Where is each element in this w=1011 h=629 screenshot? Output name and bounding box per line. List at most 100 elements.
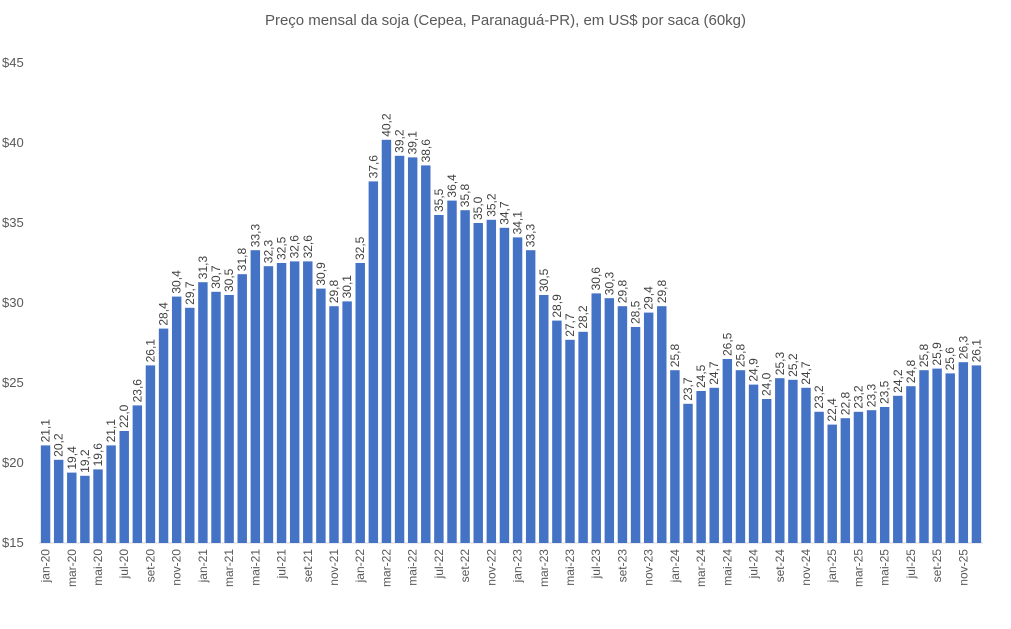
x-tick-label: jul-22 [432,549,446,580]
x-tick-label: mai-25 [878,549,892,586]
y-tick-label: $30 [2,295,24,310]
x-tick-label: nov-22 [484,549,498,586]
data-label: 37,6 [366,155,380,179]
data-label: 31,8 [235,248,249,272]
y-tick-label: $40 [2,135,24,150]
x-tick-label: nov-21 [327,549,341,586]
bar [958,362,969,543]
bar [801,387,811,543]
bar [683,403,693,543]
y-tick-label: $45 [2,55,24,70]
x-tick-label: nov-25 [956,549,970,586]
bar [552,320,562,543]
x-tick-label: jul-21 [275,549,289,580]
bar [709,387,719,543]
x-tick-label: jul-20 [117,549,131,580]
y-tick-label: $20 [2,455,24,470]
data-label: 32,3 [261,240,275,264]
bar [617,306,628,543]
data-label: 30,5 [222,268,236,292]
data-label: 22,4 [825,398,839,422]
bar [775,378,785,543]
data-label: 30,1 [340,275,354,299]
bar [434,215,444,543]
bar [486,219,497,544]
data-label: 24,7 [799,361,813,385]
bar [53,459,64,543]
data-label: 39,2 [393,129,407,153]
bar [185,307,195,543]
bar [945,373,955,543]
data-label: 40,2 [379,113,393,137]
bar [316,288,326,543]
data-label: 39,1 [406,131,420,155]
x-tick-label: set-22 [458,549,472,583]
data-label: 28,4 [157,302,171,326]
bar [158,328,169,543]
bar [512,237,523,543]
data-label: 26,3 [956,336,970,360]
x-tick-label: set-25 [930,549,944,583]
x-tick-label: mar-22 [379,549,393,587]
bar [421,165,431,543]
bar [604,298,615,543]
bar [866,410,877,543]
data-label: 23,6 [130,379,144,403]
bar [263,266,274,543]
x-tick-label: mai-23 [563,549,577,586]
bar [276,263,287,543]
data-label: 19,2 [78,449,92,473]
data-label: 30,3 [602,272,616,296]
bar [643,312,654,543]
x-tick-label: mai-20 [91,549,105,586]
data-label: 32,5 [353,236,367,260]
bar [40,445,51,543]
x-tick-label: nov-20 [170,549,184,586]
bar [919,370,929,543]
data-label: 25,2 [786,353,800,377]
bar [657,306,667,543]
x-tick-label: jan-22 [353,549,367,584]
data-label: 28,5 [629,300,643,324]
bar [932,368,942,543]
bar [198,282,208,543]
x-tick-label: mai-24 [720,549,734,586]
data-label: 23,7 [681,377,695,401]
x-tick-label: jan-21 [196,549,210,584]
data-label: 26,5 [720,332,734,356]
bar [748,384,759,543]
bar [630,327,641,543]
data-label: 35,2 [484,193,498,217]
bar [473,223,483,543]
x-tick-label: jan-20 [39,549,53,584]
bar [735,370,746,543]
x-tick-label: mar-23 [537,549,551,587]
bar [578,331,588,543]
data-label: 24,0 [760,372,774,396]
data-label: 19,6 [91,443,105,467]
bar [788,379,798,543]
bar [250,250,261,543]
data-label: 29,8 [655,280,669,304]
data-label: 34,7 [497,201,511,225]
bar [93,469,103,543]
x-tick-label: jan-24 [668,549,682,584]
x-tick-label: jan-25 [825,549,839,584]
data-label: 22,0 [117,404,131,428]
bar [827,424,837,543]
data-label: 33,3 [524,224,538,248]
x-tick-label: mai-22 [406,549,420,586]
x-tick-label: jul-23 [589,549,603,580]
x-tick-label: mar-20 [65,549,79,587]
bar [329,306,339,543]
x-tick-label: mar-21 [222,549,236,587]
data-label: 23,3 [865,384,879,408]
data-label: 30,7 [209,265,223,289]
bar [670,370,680,543]
data-label: 25,8 [733,344,747,368]
bar [879,407,890,543]
bar [539,295,549,543]
data-label: 30,6 [589,267,603,291]
bar [696,391,706,543]
